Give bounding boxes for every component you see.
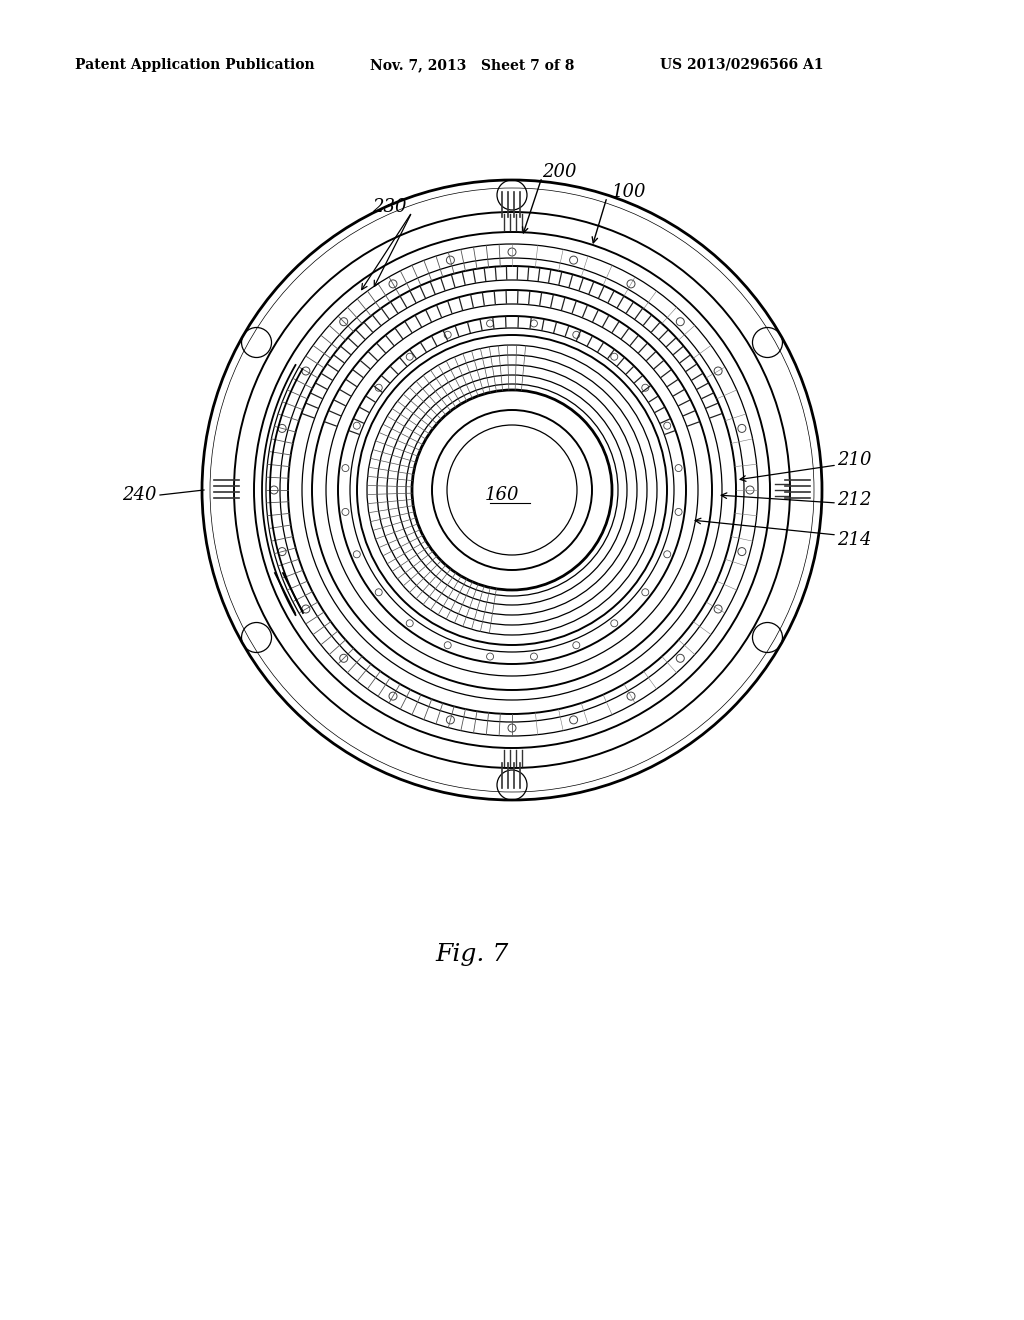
Text: 240: 240 (123, 486, 157, 504)
Text: 160: 160 (484, 486, 519, 504)
Text: Nov. 7, 2013   Sheet 7 of 8: Nov. 7, 2013 Sheet 7 of 8 (370, 58, 574, 73)
Text: 210: 210 (837, 451, 871, 469)
Text: 200: 200 (542, 162, 577, 181)
Text: 214: 214 (837, 531, 871, 549)
Text: 100: 100 (612, 183, 646, 201)
Text: Fig. 7: Fig. 7 (435, 944, 509, 966)
Text: US 2013/0296566 A1: US 2013/0296566 A1 (660, 58, 823, 73)
Text: Patent Application Publication: Patent Application Publication (75, 58, 314, 73)
Text: 212: 212 (837, 491, 871, 510)
Text: 230: 230 (373, 198, 407, 216)
